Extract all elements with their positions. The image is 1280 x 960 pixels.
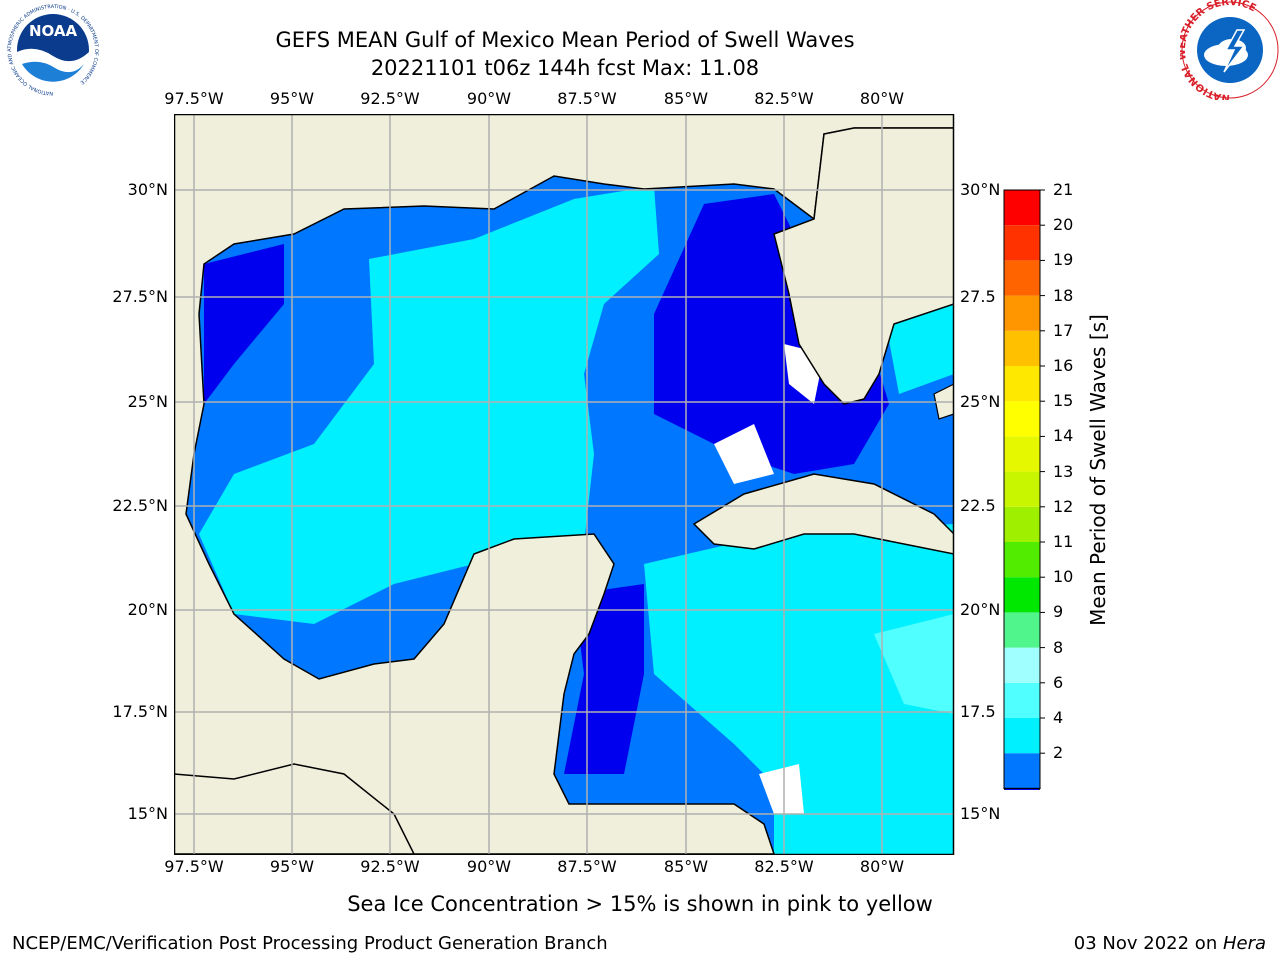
lon-tick-top: 82.5°W	[754, 89, 814, 108]
land-mexico-us	[174, 114, 954, 854]
sea-ice-note: Sea Ice Concentration > 15% is shown in …	[347, 892, 933, 916]
lat-tick-right: 22.5	[960, 496, 996, 515]
lat-tick-right: 30°N	[960, 180, 1001, 199]
colorbar-band	[1004, 542, 1040, 578]
lat-tick-right: 25°N	[960, 392, 1001, 411]
lon-tick-top: 80°W	[859, 89, 905, 108]
lon-tick-bottom: 92.5°W	[360, 857, 420, 876]
swell-zone-4-6s-central	[199, 186, 659, 624]
colorbar-tick-label: 2	[1053, 743, 1064, 763]
lon-tick-bottom: 85°W	[663, 857, 709, 876]
lon-tick-top: 95°W	[269, 89, 315, 108]
colorbar-tick-label: 13	[1053, 461, 1074, 481]
lat-tick-left: 25°N	[127, 392, 168, 411]
colorbar-band	[1004, 401, 1040, 437]
colorbar-tick-label: 14	[1053, 426, 1074, 446]
lon-tick-top: 87.5°W	[557, 89, 617, 108]
colorbar-tick-label: 4	[1053, 708, 1064, 727]
colorbar-band	[1004, 753, 1040, 789]
colorbar-tick-label: 19	[1053, 250, 1074, 270]
lat-tick-right: 15°N	[960, 804, 1001, 823]
lat-tick-left: 15°N	[127, 804, 168, 823]
lon-tick-bottom: 82.5°W	[754, 857, 814, 876]
lon-tick-top: 90°W	[466, 89, 512, 108]
lat-tick-right: 20°N	[960, 600, 1001, 619]
swell-zone-4-6s-caribbean	[644, 524, 954, 854]
lat-tick-left: 27.5°N	[112, 287, 168, 306]
colorbar-band	[1004, 506, 1040, 542]
swell-zone-below-2s-east	[654, 194, 889, 474]
map-frame	[174, 114, 955, 855]
lat-tick-left: 22.5°N	[112, 496, 168, 515]
lat-tick-left: 20°N	[127, 600, 168, 619]
colorbar-band	[1004, 225, 1040, 261]
colorbar-band	[1004, 471, 1040, 507]
lon-tick-bottom: 80°W	[859, 857, 905, 876]
producer-credit: NCEP/EMC/Verification Post Processing Pr…	[12, 933, 608, 954]
map-title: GEFS MEAN Gulf of Mexico Mean Period of …	[275, 28, 855, 52]
colorbar-tick-label: 9	[1053, 602, 1064, 622]
colorbar-tick-label: 16	[1053, 356, 1074, 375]
colorbar-tick-label: 18	[1053, 285, 1074, 305]
swell-zone-below-2s-west	[204, 244, 284, 404]
run-date: 03 Nov 2022 on Hera	[1074, 933, 1266, 954]
colorbar-band	[1004, 682, 1040, 718]
map-panel	[174, 114, 955, 855]
land-florida	[773, 127, 954, 405]
colorbar-band	[1004, 330, 1040, 366]
swell-zone-4-6s-atlantic	[884, 304, 954, 394]
swell-zone-6-8s-caribbean	[874, 614, 954, 714]
colorbar-tick-label: 20	[1053, 215, 1074, 235]
lon-tick-bottom: 95°W	[269, 857, 315, 876]
lat-tick-left: 30°N	[127, 180, 168, 199]
lat-tick-right: 27.5	[960, 287, 996, 306]
colorbar-band	[1004, 577, 1040, 613]
lon-tick-top: 85°W	[663, 89, 709, 108]
colorbar-tick-label: 15	[1053, 391, 1074, 411]
colorbar-tick-label: 8	[1053, 637, 1064, 657]
colorbar	[1003, 189, 1045, 790]
colorbar-tick-label: 10	[1053, 567, 1074, 587]
colorbar-frame	[1003, 189, 1041, 789]
lon-tick-bottom: 87.5°W	[557, 857, 617, 876]
map-subtitle: 20221101 t06z 144h fcst Max: 11.08	[370, 56, 760, 80]
lon-tick-bottom: 90°W	[466, 857, 512, 876]
colorbar-band	[1004, 190, 1040, 226]
colorbar-tick-label: 12	[1053, 496, 1074, 516]
noaa-logo: NOAA NATIONAL OCEANIC AND ATMOSPHERIC AD…	[3, 0, 103, 100]
svg-text:NOAA: NOAA	[29, 22, 78, 40]
nws-logo: NATIONAL WEATHER SERVICE	[1180, 0, 1279, 100]
run-date-text: 03 Nov 2022 on	[1073, 933, 1223, 954]
lat-tick-left: 17.5°N	[112, 702, 168, 721]
no-data-patch	[714, 424, 774, 484]
graticule	[174, 114, 954, 854]
land-cuba	[692, 473, 954, 555]
lat-tick-right: 17.5	[960, 702, 996, 721]
run-host: Hera	[1222, 933, 1266, 954]
lon-tick-top: 97.5°W	[164, 89, 224, 108]
colorbar-band	[1004, 260, 1040, 296]
no-data-patch	[759, 764, 804, 814]
colorbar-band	[1004, 647, 1040, 683]
colorbar-tick-label: 21	[1053, 180, 1074, 199]
colorbar-band	[1004, 436, 1040, 472]
colorbar-tick-label: 17	[1053, 320, 1074, 340]
colorbar-band	[1004, 718, 1040, 754]
colorbar-band	[1004, 612, 1040, 648]
lon-tick-top: 92.5°W	[360, 89, 420, 108]
colorbar-band	[1004, 295, 1040, 331]
colorbar-tick-label: 6	[1053, 672, 1064, 692]
lon-tick-bottom: 97.5°W	[164, 857, 224, 876]
colorbar-band	[1004, 366, 1040, 402]
colorbar-tick-label: 11	[1053, 532, 1074, 551]
